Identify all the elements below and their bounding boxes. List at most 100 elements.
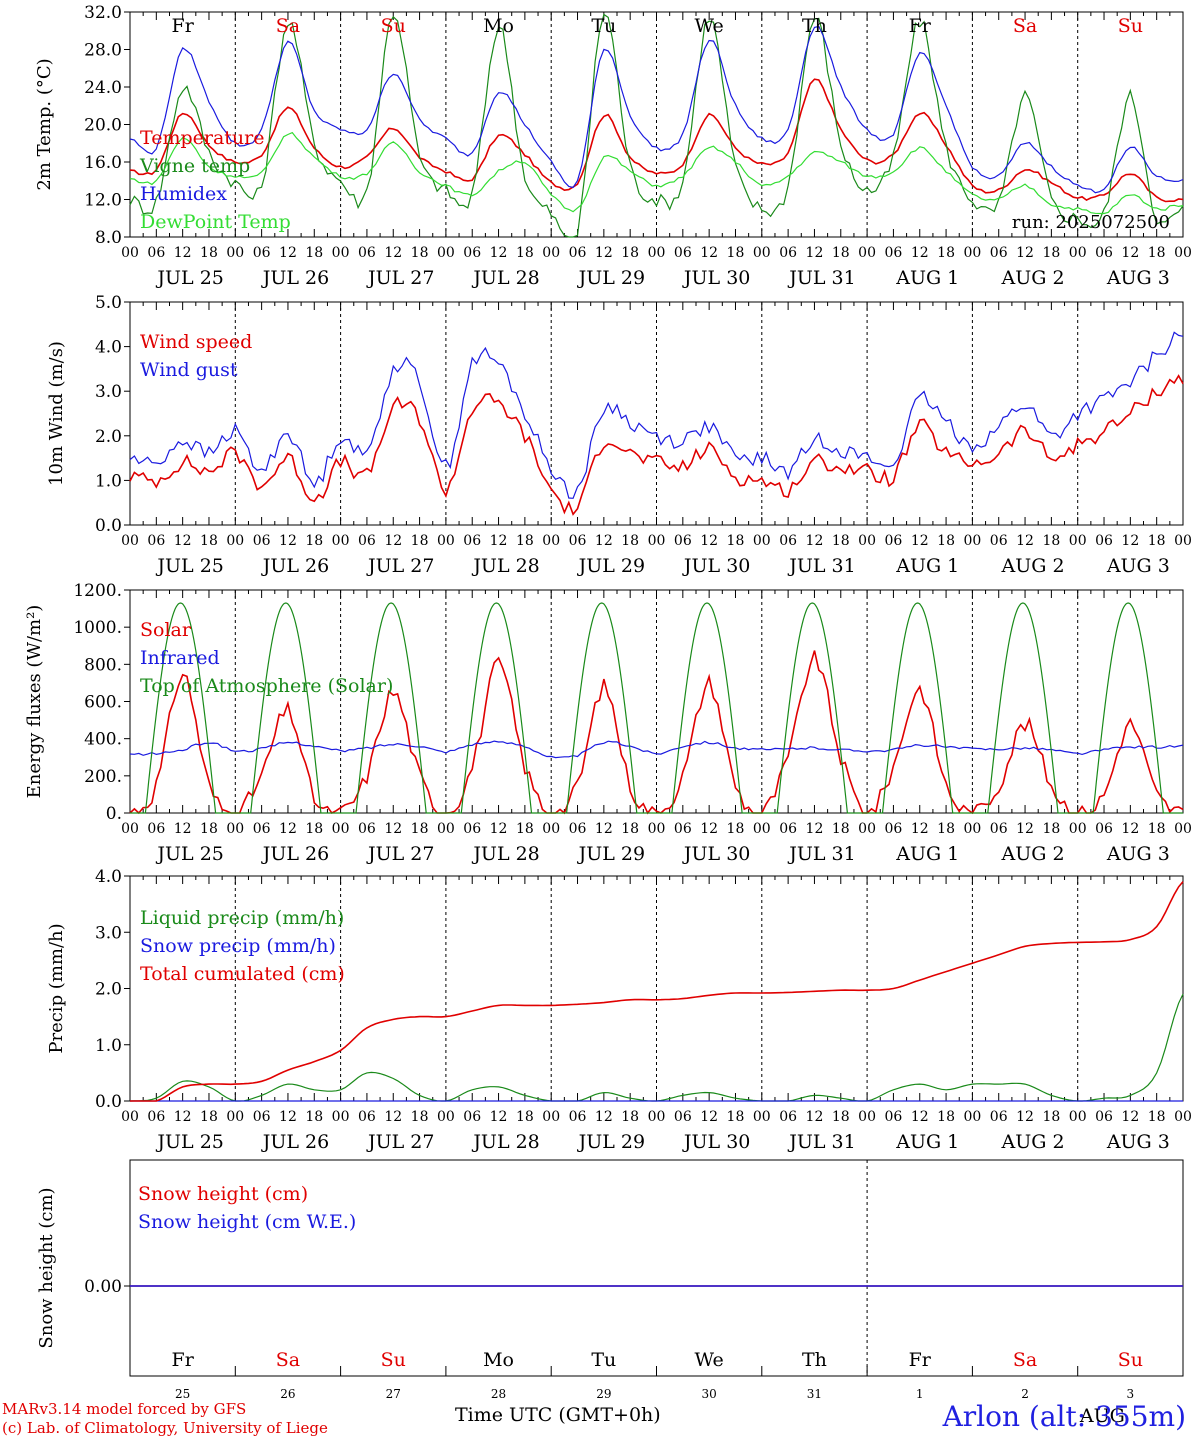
- date-label: JUL 25: [155, 555, 223, 577]
- hour-tick-label: 00: [753, 1109, 771, 1125]
- series-line-wind-gust: [129, 331, 1184, 499]
- y-tick-label: 4.0: [95, 867, 122, 887]
- date-label: JUL 29: [577, 555, 645, 577]
- y-tick-label: 3.0: [95, 923, 122, 943]
- hour-tick-label: 18: [411, 533, 429, 549]
- hour-tick-label: 12: [595, 245, 613, 261]
- hour-tick-label: 18: [305, 533, 323, 549]
- weekday-label-bottom: Su: [381, 1349, 406, 1371]
- hour-tick-label: 00: [858, 533, 876, 549]
- hour-tick-label: 06: [1095, 821, 1113, 837]
- y-tick-label: 5.0: [95, 293, 122, 313]
- hour-tick-label: 12: [1121, 245, 1139, 261]
- y-tick-label: 12.0: [84, 191, 122, 211]
- y-tick-label: 28.0: [84, 41, 122, 61]
- hour-tick-label: 06: [463, 533, 481, 549]
- date-label: JUL 28: [471, 843, 539, 865]
- hour-tick-label: 06: [990, 1109, 1008, 1125]
- hour-tick-label: 06: [253, 245, 271, 261]
- hour-tick-label: 06: [147, 1109, 165, 1125]
- y-tick-label: 0.: [106, 804, 122, 824]
- y-tick-label: 400.: [84, 730, 122, 750]
- hour-tick-label: 00: [437, 1109, 455, 1125]
- day-number-label: 27: [386, 1387, 401, 1401]
- hour-tick-label: 00: [437, 245, 455, 261]
- date-label: JUL 25: [155, 843, 223, 865]
- hour-tick-label: 00: [542, 533, 560, 549]
- day-number-label: 25: [175, 1387, 190, 1401]
- hour-tick-label: 18: [832, 821, 850, 837]
- hour-tick-label: 00: [437, 821, 455, 837]
- hour-tick-label: 12: [174, 533, 192, 549]
- hour-tick-label: 12: [700, 821, 718, 837]
- y-tick-label: 1200.: [73, 581, 122, 601]
- y-tick-label: 800.: [84, 655, 122, 675]
- date-label: JUL 26: [261, 555, 329, 577]
- hour-tick-label: 18: [200, 1109, 218, 1125]
- date-label: JUL 26: [261, 267, 329, 289]
- weekday-label-top: Fr: [909, 15, 932, 37]
- hour-tick-label: 12: [1121, 821, 1139, 837]
- hour-tick-label: 00: [753, 245, 771, 261]
- y-tick-label: 24.0: [84, 78, 122, 98]
- hour-tick-label: 18: [832, 1109, 850, 1125]
- hour-tick-label: 18: [937, 1109, 955, 1125]
- station-label: Arlon (alt: 355m): [942, 1400, 1186, 1433]
- weekday-label-top: Mo: [483, 15, 514, 37]
- date-label: AUG 3: [1106, 555, 1170, 577]
- date-label: JUL 29: [577, 267, 645, 289]
- credit-note: (c) Lab. of Climatology, University of L…: [2, 1419, 328, 1437]
- hour-tick-label: 00: [1069, 533, 1087, 549]
- hour-tick-label: 18: [621, 1109, 639, 1125]
- hour-tick-label: 00: [1174, 821, 1192, 837]
- hour-tick-label: 00: [121, 533, 139, 549]
- hour-tick-label: 00: [332, 1109, 350, 1125]
- legend-entry: Total cumulated (cm): [140, 963, 345, 985]
- hour-tick-label: 12: [174, 1109, 192, 1125]
- hour-tick-label: 00: [226, 821, 244, 837]
- hour-tick-label: 06: [885, 533, 903, 549]
- hour-tick-label: 12: [490, 245, 508, 261]
- hour-tick-label: 00: [332, 245, 350, 261]
- hour-tick-label: 00: [121, 245, 139, 261]
- date-label: AUG 3: [1106, 843, 1170, 865]
- hour-tick-label: 12: [806, 245, 824, 261]
- hour-tick-label: 18: [1148, 533, 1166, 549]
- hour-tick-label: 18: [1042, 245, 1060, 261]
- hour-tick-label: 06: [779, 821, 797, 837]
- time-axis-label: Time UTC (GMT+0h): [455, 1404, 661, 1426]
- weekday-label-bottom: Fr: [909, 1349, 932, 1371]
- day-number-label: 26: [280, 1387, 295, 1401]
- hour-tick-label: 12: [806, 821, 824, 837]
- hour-tick-label: 12: [806, 1109, 824, 1125]
- hour-tick-label: 18: [1042, 821, 1060, 837]
- hour-tick-label: 12: [700, 245, 718, 261]
- date-label: AUG 1: [895, 555, 959, 577]
- hour-tick-label: 00: [542, 821, 560, 837]
- hour-tick-label: 06: [569, 245, 587, 261]
- weekday-label-bottom: Fr: [172, 1349, 195, 1371]
- weekday-label-bottom: We: [695, 1349, 724, 1371]
- day-number-label: 31: [807, 1387, 822, 1401]
- hour-tick-label: 12: [806, 533, 824, 549]
- hour-tick-label: 06: [253, 533, 271, 549]
- hour-tick-label: 06: [885, 821, 903, 837]
- legend-entry: Vigne temp: [139, 155, 250, 177]
- legend-entry: Snow height (cm): [138, 1183, 308, 1205]
- hour-tick-label: 12: [279, 1109, 297, 1125]
- hour-tick-label: 12: [490, 533, 508, 549]
- hour-tick-label: 12: [700, 1109, 718, 1125]
- day-number-label: 29: [596, 1387, 611, 1401]
- hour-tick-label: 18: [1148, 245, 1166, 261]
- legend-entry: Liquid precip (mm/h): [140, 907, 344, 929]
- hour-tick-label: 12: [1016, 821, 1034, 837]
- hour-tick-label: 00: [963, 533, 981, 549]
- date-label: AUG 1: [895, 1131, 959, 1153]
- date-label: JUL 30: [682, 555, 750, 577]
- y-tick-label: 0.0: [95, 1092, 122, 1112]
- weekday-label-bottom: Su: [1118, 1349, 1143, 1371]
- legend-entry: Snow precip (mm/h): [140, 935, 336, 957]
- weekday-label-bottom: Th: [802, 1349, 827, 1371]
- hour-tick-label: 00: [1174, 245, 1192, 261]
- day-number-label: 30: [702, 1387, 717, 1401]
